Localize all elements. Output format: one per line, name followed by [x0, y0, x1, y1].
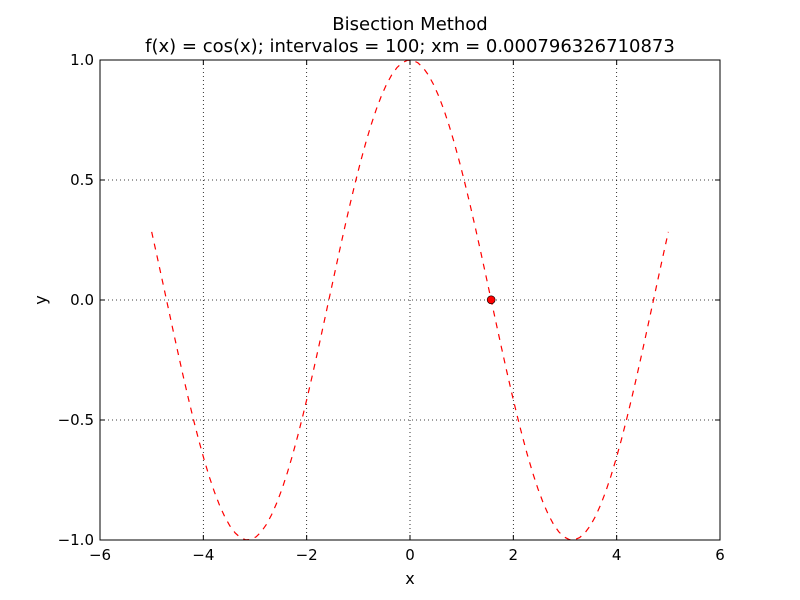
plot-points — [486, 295, 496, 305]
y-tick-label: −1.0 — [58, 531, 94, 549]
y-tick-labels: −1.0 −0.5 0.0 0.5 1.0 — [58, 51, 94, 549]
y-tick-label: 0.5 — [70, 171, 94, 189]
x-tick-label: −4 — [192, 546, 214, 564]
y-tick-label: 1.0 — [70, 51, 94, 69]
chart-subtitle: f(x) = cos(x); intervalos = 100; xm = 0.… — [145, 36, 675, 57]
x-tick-label: −6 — [89, 546, 111, 564]
y-tick-label: −0.5 — [58, 411, 94, 429]
x-tick-labels: −6 −4 −2 0 2 4 6 — [89, 546, 725, 564]
plot-curves — [151, 59, 669, 541]
y-tick-label: 0.0 — [70, 291, 94, 309]
y-axis-label: y — [31, 295, 50, 304]
x-axis-label: x — [405, 569, 414, 588]
series-line-cos — [151, 59, 669, 541]
axis-ticks — [99, 59, 721, 541]
x-tick-label: 2 — [509, 546, 519, 564]
x-tick-label: 4 — [612, 546, 622, 564]
root-point-marker — [486, 295, 496, 305]
chart-title: Bisection Method — [332, 14, 487, 35]
x-tick-label: −2 — [296, 546, 318, 564]
x-tick-label: 0 — [405, 546, 415, 564]
x-tick-label: 6 — [715, 546, 725, 564]
